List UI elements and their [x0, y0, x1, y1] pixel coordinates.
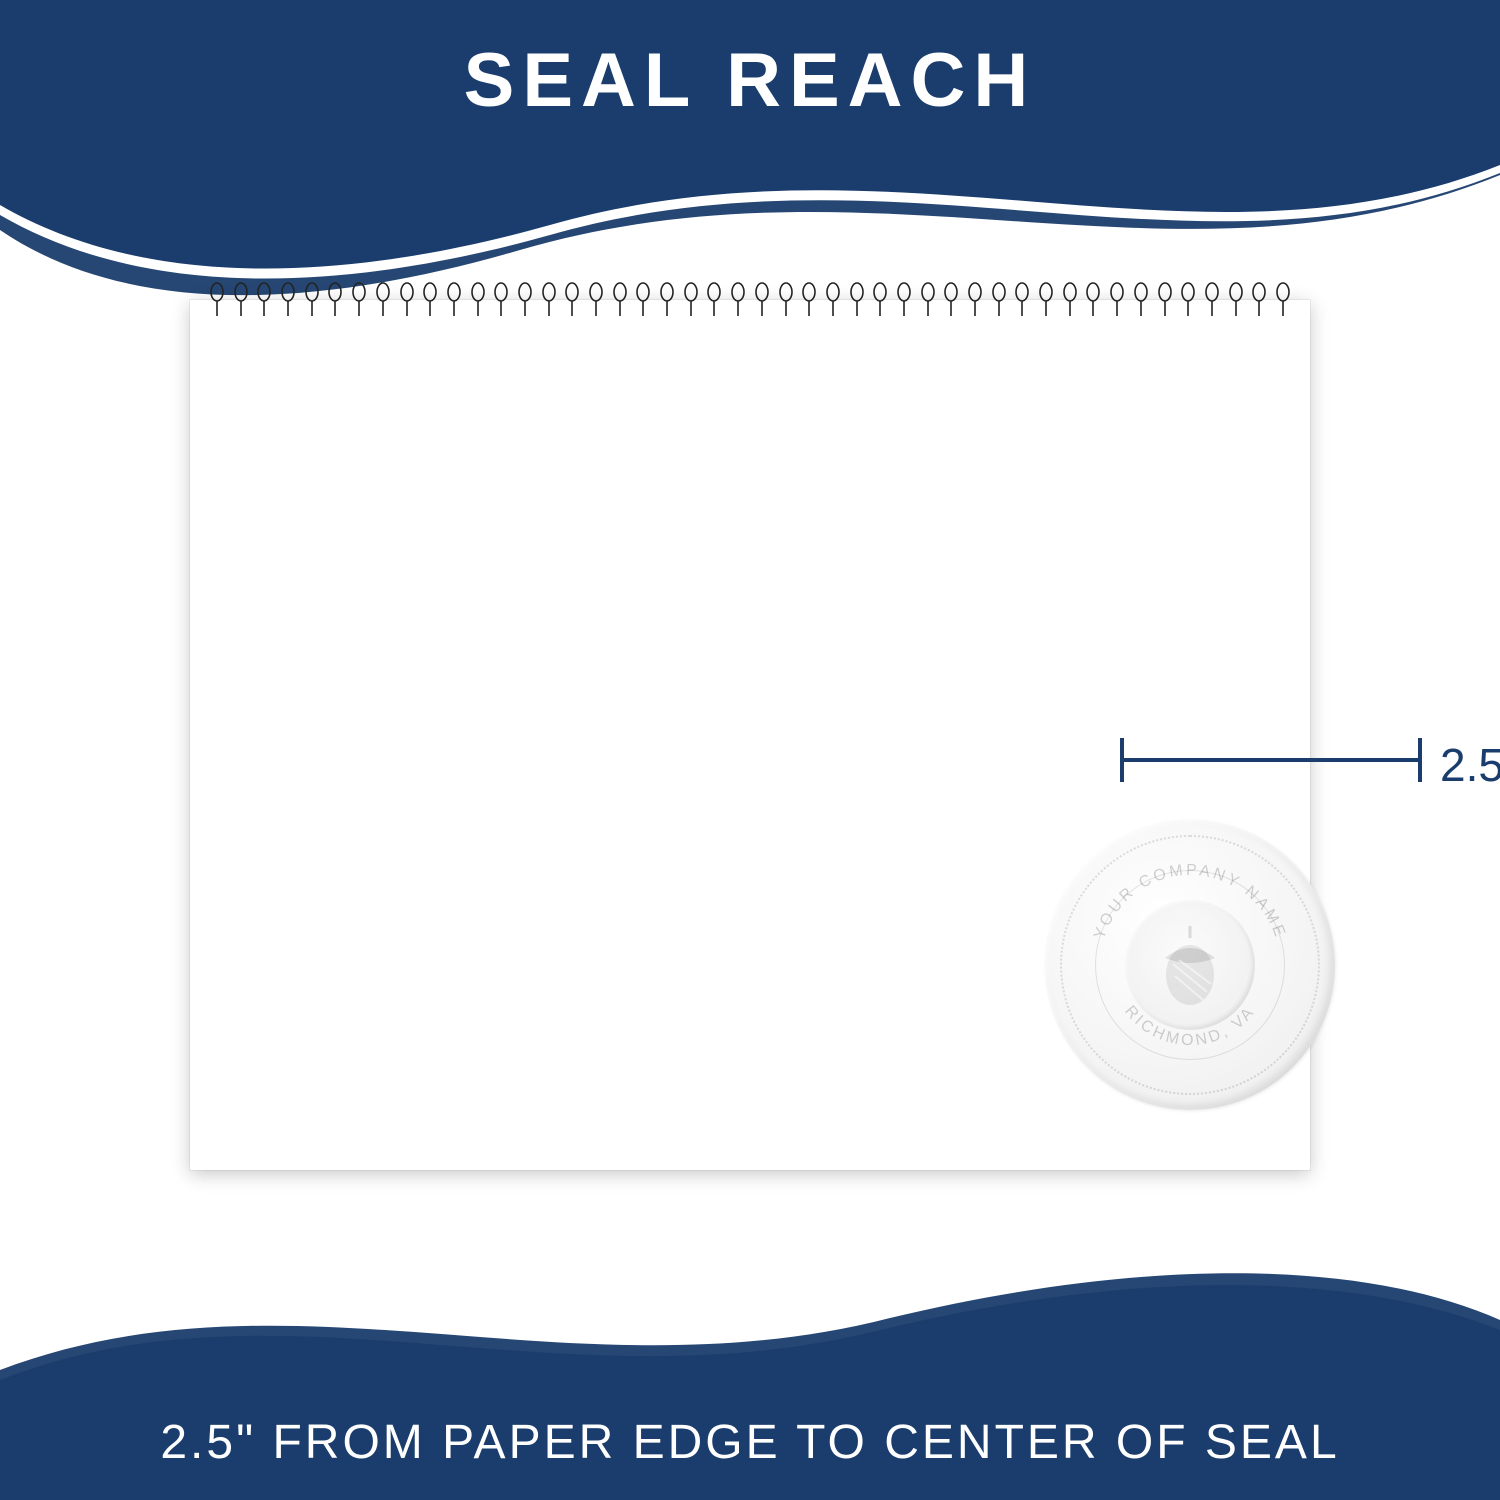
spiral-ring	[400, 282, 414, 318]
spiral-ring	[494, 282, 508, 318]
spiral-ring	[1110, 282, 1124, 318]
notepad: 2.5" YOUR COMPANY NAME RICHMOND, VA	[190, 300, 1310, 1170]
header-band: SEAL REACH	[0, 0, 1500, 160]
embossed-seal: YOUR COMPANY NAME RICHMOND, VA	[1045, 820, 1335, 1110]
svg-text:RICHMOND, VA: RICHMOND, VA	[1121, 1003, 1259, 1049]
spiral-ring	[897, 282, 911, 318]
spiral-ring	[352, 282, 366, 318]
spiral-ring	[779, 282, 793, 318]
spiral-ring	[1205, 282, 1219, 318]
spiral-ring	[802, 282, 816, 318]
spiral-ring	[471, 282, 485, 318]
footer-band: 2.5" FROM PAPER EDGE TO CENTER OF SEAL	[0, 1385, 1500, 1500]
spiral-ring	[921, 282, 935, 318]
spiral-ring	[447, 282, 461, 318]
svg-text:YOUR COMPANY NAME: YOUR COMPANY NAME	[1091, 862, 1289, 942]
spiral-ring	[873, 282, 887, 318]
spiral-ring	[423, 282, 437, 318]
header-title: SEAL REACH	[464, 37, 1037, 124]
spiral-ring	[1158, 282, 1172, 318]
spiral-ring	[636, 282, 650, 318]
seal-text: YOUR COMPANY NAME RICHMOND, VA	[1060, 835, 1320, 1095]
spiral-ring	[1252, 282, 1266, 318]
spiral-ring	[518, 282, 532, 318]
spiral-ring	[210, 282, 224, 318]
spiral-ring	[1229, 282, 1243, 318]
spiral-ring	[968, 282, 982, 318]
spiral-ring	[660, 282, 674, 318]
spiral-ring	[1276, 282, 1290, 318]
spiral-ring	[376, 282, 390, 318]
measure-line	[1120, 758, 1420, 762]
spiral-ring	[1181, 282, 1195, 318]
spiral-ring	[281, 282, 295, 318]
spiral-ring	[257, 282, 271, 318]
spiral-ring	[613, 282, 627, 318]
spiral-ring	[1015, 282, 1029, 318]
spiral-ring	[234, 282, 248, 318]
spiral-ring	[1039, 282, 1053, 318]
spiral-ring	[850, 282, 864, 318]
spiral-ring	[305, 282, 319, 318]
spiral-binding	[210, 282, 1290, 318]
spiral-ring	[755, 282, 769, 318]
measure-tick-right	[1418, 738, 1422, 782]
footer-text: 2.5" FROM PAPER EDGE TO CENTER OF SEAL	[160, 1415, 1339, 1470]
spiral-ring	[1063, 282, 1077, 318]
measure-label: 2.5"	[1440, 738, 1500, 792]
seal-bottom-text: RICHMOND, VA	[1121, 1003, 1259, 1049]
spiral-ring	[707, 282, 721, 318]
spiral-ring	[992, 282, 1006, 318]
spiral-ring	[589, 282, 603, 318]
spiral-ring	[944, 282, 958, 318]
bottom-wave-decoration	[0, 1210, 1500, 1390]
spiral-ring	[1134, 282, 1148, 318]
spiral-ring	[731, 282, 745, 318]
spiral-ring	[1086, 282, 1100, 318]
spiral-ring	[542, 282, 556, 318]
spiral-ring	[328, 282, 342, 318]
spiral-ring	[826, 282, 840, 318]
measurement-indicator: 2.5"	[1120, 730, 1500, 790]
seal-top-text: YOUR COMPANY NAME	[1091, 862, 1289, 942]
spiral-ring	[565, 282, 579, 318]
spiral-ring	[684, 282, 698, 318]
